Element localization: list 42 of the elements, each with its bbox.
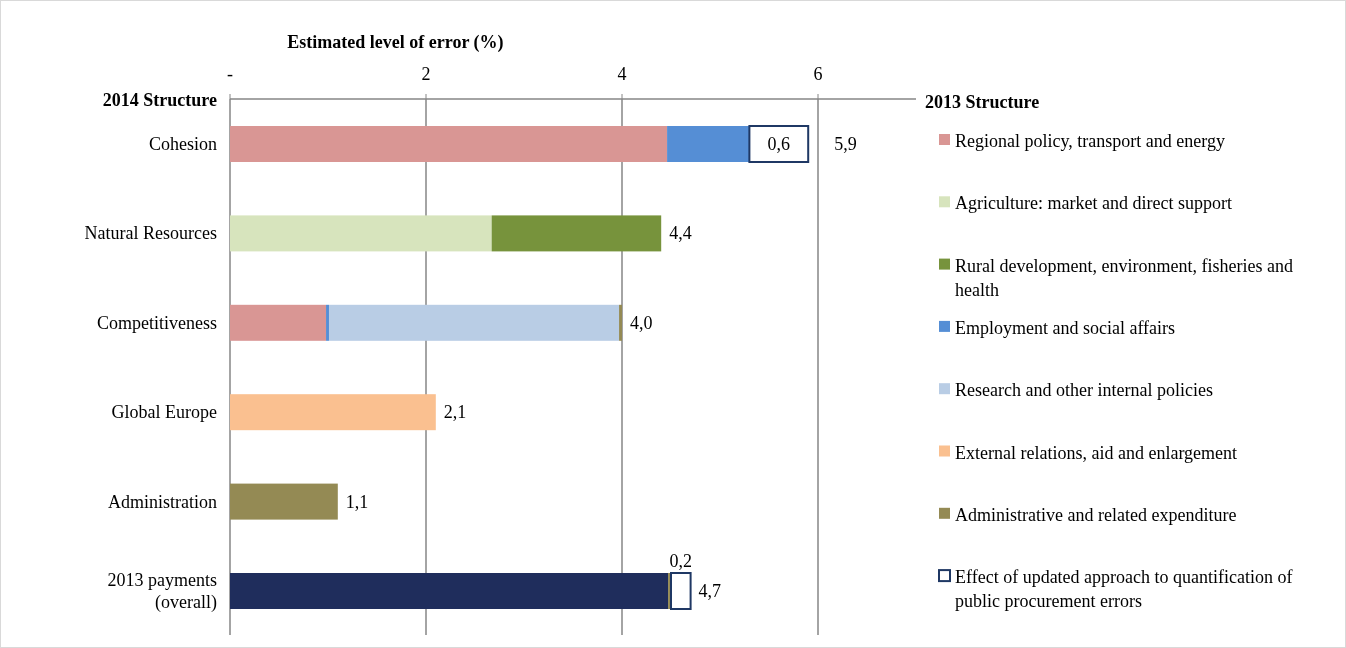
y-tick-label: Global Europe (111, 402, 218, 423)
x-axis-title: Estimated level of error (%) (287, 32, 504, 53)
data-label: 0,6 (767, 134, 791, 154)
data-label: 0,2 (669, 551, 693, 571)
bar (230, 215, 492, 252)
y-tick-label: Competitiveness (97, 312, 217, 333)
bar (748, 125, 810, 163)
bar (230, 126, 668, 162)
y-tick-label: Administration (108, 491, 217, 512)
total-label: 2,1 (443, 402, 467, 423)
legend-label: Regional policy, transport and energy (955, 131, 1225, 151)
x-tick-label: 2 (421, 64, 431, 84)
legend-label: Employment and social affairs (955, 317, 1176, 338)
bar (230, 394, 436, 431)
legend-label: Research and other internal policies (955, 380, 1213, 401)
bar (326, 304, 329, 341)
total-label: 1,1 (345, 491, 369, 512)
legend-label: Effect of updated approach to quantification of public procurement errors (955, 567, 1293, 612)
bar (230, 483, 338, 520)
x-tick-label: 6 (813, 64, 823, 84)
legend-label: Administrative and related expenditure (955, 504, 1237, 525)
legend-title: 2013 Structure (925, 92, 1040, 112)
y-tick-label: 2013 payments (overall) (107, 570, 217, 613)
x-tick-label: 4 (617, 64, 627, 84)
legend-label: External relations, aid and enlargement (955, 442, 1238, 463)
total-label: 4,7 (698, 581, 722, 601)
bar (230, 573, 669, 609)
bar (491, 215, 662, 252)
y-tick-label: Natural Resources (84, 223, 217, 244)
bar (328, 304, 620, 341)
bar (670, 572, 692, 610)
text: 2014 Structure (102, 90, 218, 110)
bar (230, 304, 327, 341)
y-tick-label: Cohesion (148, 134, 217, 154)
legend-label: Agriculture: market and direct support (955, 193, 1232, 214)
total-label: 4,4 (669, 223, 692, 244)
x-tick-label: - (227, 64, 233, 84)
bar (619, 304, 622, 341)
total-label: 4,0 (630, 312, 653, 333)
total-label: 5,9 (834, 134, 857, 154)
legend-label: Rural development, environment, fisheries and health (955, 255, 1293, 300)
bar (667, 126, 750, 162)
